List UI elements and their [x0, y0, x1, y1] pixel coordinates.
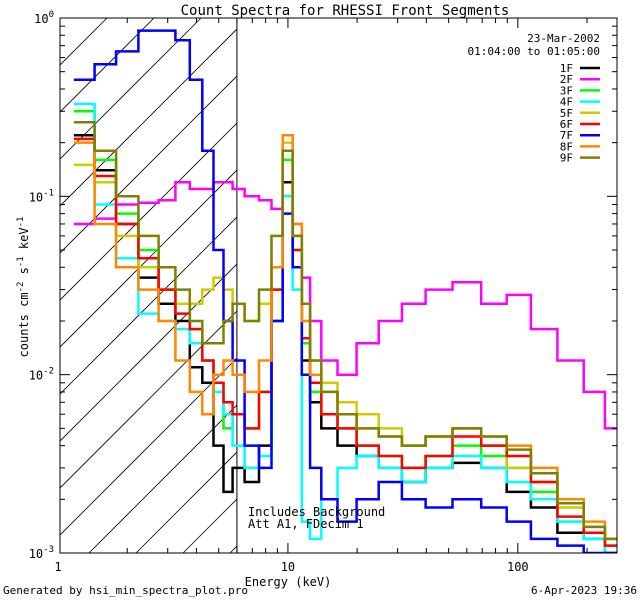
series-9F	[73, 121, 617, 541]
x-tick-label: 100	[507, 560, 529, 574]
svg-text:counts cm-2 s-1 keV-1: counts cm-2 s-1 keV-1	[16, 217, 31, 358]
hatch-line	[60, 18, 155, 113]
legend-label-9F: 9F	[560, 152, 573, 165]
series-7F	[73, 29, 617, 553]
legend-label-8F: 8F	[560, 140, 573, 153]
legend-label-7F: 7F	[560, 129, 573, 142]
background-shaded-region	[60, 18, 237, 553]
legend-label-3F: 3F	[560, 84, 573, 97]
footer-timestamp: 6-Apr-2023 19:36	[531, 584, 637, 597]
x-tick-label: 1	[54, 560, 61, 574]
hatch-line	[60, 75, 237, 254]
hatch-line	[60, 122, 237, 301]
annotation-attenuator: Att A1, FDecim 1	[248, 517, 364, 531]
y-tick-label: 10-3	[29, 545, 54, 561]
hatch-line	[60, 28, 237, 207]
hatch-line	[60, 357, 237, 536]
chart-title: Count Spectra for RHESSI Front Segments	[181, 3, 510, 19]
hatch-line	[88, 404, 237, 553]
footer-generated-by: Generated by hsi_min_spectra_plot.pro	[3, 584, 248, 597]
series-1F	[73, 134, 617, 553]
time-range-label: 01:04:00 to 01:05:00	[468, 45, 600, 58]
x-tick-label: 10	[281, 560, 295, 574]
legend-label-4F: 4F	[560, 96, 573, 109]
legend-label-1F: 1F	[560, 62, 573, 75]
hatch-line	[60, 263, 237, 442]
legend-label-5F: 5F	[560, 107, 573, 120]
legend-label-6F: 6F	[560, 118, 573, 131]
date-label: 23-Mar-2002	[527, 32, 600, 45]
y-tick-label: 100	[34, 10, 54, 26]
hatch-line	[135, 451, 237, 553]
annotation-background: Includes Background	[248, 505, 385, 519]
series-4F	[73, 102, 617, 553]
x-axis-label: Energy (keV)	[245, 575, 332, 589]
legend-label-2F: 2F	[560, 73, 573, 86]
series-lines	[73, 29, 617, 553]
y-tick-label: 10-2	[29, 367, 54, 383]
hatch-line	[60, 310, 237, 489]
y-axis-label: counts cm-2 s-1 keV-1	[16, 217, 31, 358]
hatch-line	[60, 216, 237, 395]
hatch-line	[60, 18, 61, 19]
y-tick-label: 10-1	[29, 188, 54, 204]
hatch-line	[60, 18, 202, 160]
series-8F	[73, 134, 617, 541]
axis-ticks: 1 10 100 10-3 10-2 10-1 100	[29, 10, 617, 574]
plot-frame	[59, 17, 618, 554]
hatch-line	[60, 169, 237, 348]
series-6F	[73, 137, 617, 547]
